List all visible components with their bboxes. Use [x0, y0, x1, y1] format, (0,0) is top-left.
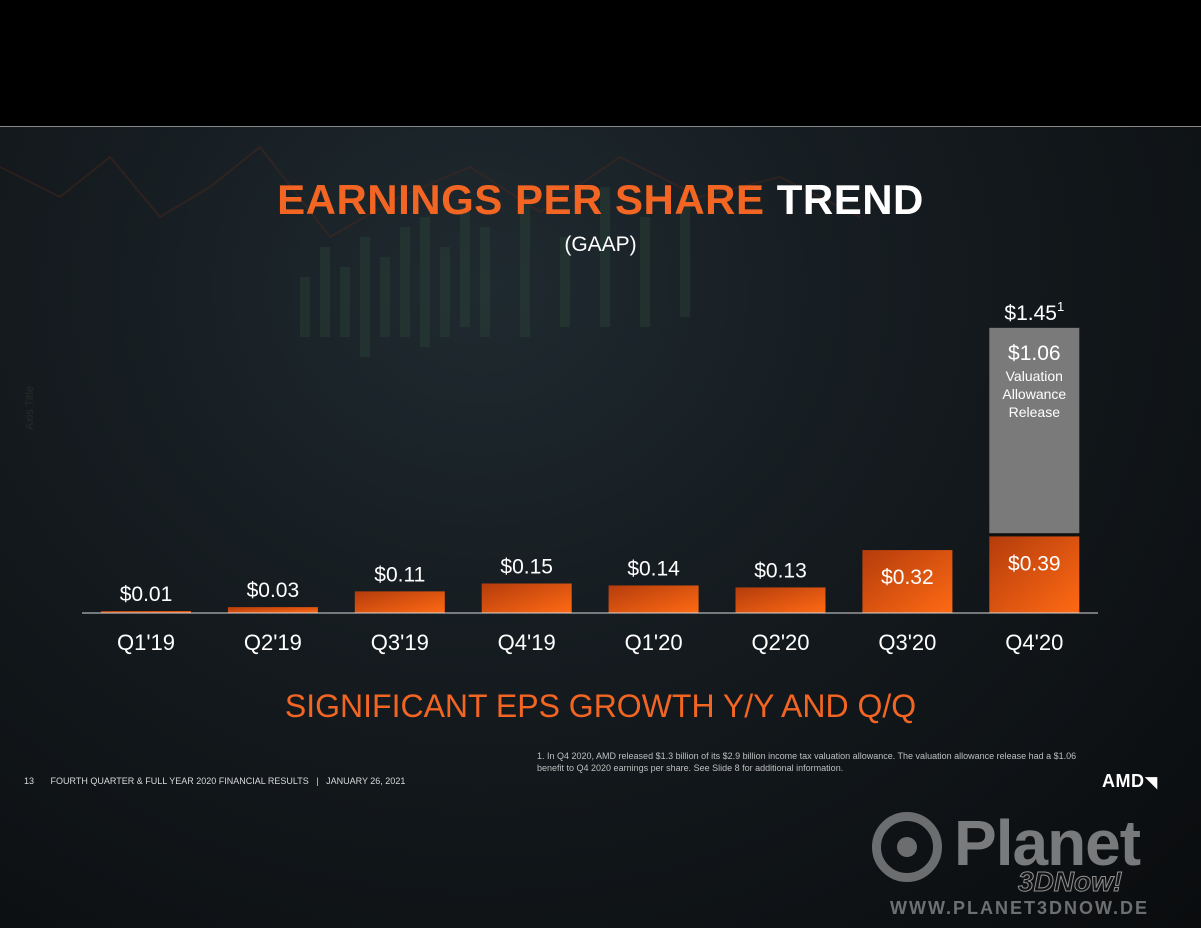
watermark-sub: 3DNow! [1017, 866, 1123, 898]
amd-logo-text: AMD [1102, 771, 1145, 791]
bar-value-label: $0.32 [881, 566, 934, 589]
footnote: 1. In Q4 2020, AMD released $1.3 billion… [537, 751, 1077, 773]
chart-title: EARNINGS PER SHARE TREND [0, 176, 1201, 224]
header-divider [0, 126, 1201, 127]
bar-Q1'20 [608, 585, 699, 613]
category-tick-label: Q1'19 [117, 630, 175, 655]
bar-value-label: $0.01 [120, 583, 173, 606]
bar-value-label: $0.11 [374, 563, 425, 586]
background-stock-chart-decoration [0, 145, 861, 357]
category-tick-label: Q3'19 [371, 630, 429, 655]
category-tick-label: Q2'20 [751, 630, 809, 655]
bar-value-label: $0.13 [754, 559, 807, 582]
category-tick-label: Q4'20 [1005, 630, 1063, 655]
planet-logo-icon [872, 812, 942, 882]
bar-value-label: $0.39 [1008, 552, 1061, 575]
bar-value-label: $0.15 [500, 556, 553, 579]
bar-Q4'20 [989, 536, 1080, 613]
footnote-marker: 1 [1057, 299, 1064, 314]
title-rest: TREND [776, 176, 924, 223]
title-accent: EARNINGS PER SHARE [277, 176, 765, 223]
amd-arrow-icon: ◥ [1145, 774, 1158, 791]
bar-value-label: $0.03 [247, 579, 300, 602]
slide-number: 13 [24, 776, 35, 786]
total-value-label: $1.451 [1004, 299, 1064, 325]
stack-description-label: Valuation [1006, 368, 1063, 384]
tagline: SIGNIFICANT EPS GROWTH Y/Y AND Q/Q [284, 688, 917, 724]
watermark: Planet 3DNow! WWW.PLANET3DNOW.DE [868, 806, 1198, 924]
bar-Q3'20 [862, 550, 953, 613]
bar-Q2'19 [227, 607, 318, 613]
bar-Q1'19 [101, 611, 191, 613]
chart-subtitle: (GAAP) [564, 233, 637, 256]
top-band [0, 0, 1201, 126]
watermark-url: WWW.PLANET3DNOW.DE [890, 898, 1149, 918]
footer: 13 FOURTH QUARTER & FULL YEAR 2020 FINAN… [24, 776, 405, 786]
watermark-name: Planet [954, 807, 1141, 879]
stack-description-label: Allowance [1002, 386, 1066, 402]
bar-value-label: $0.14 [627, 557, 680, 580]
stack-segment-Q4'20 [989, 327, 1080, 534]
footer-text: FOURTH QUARTER & FULL YEAR 2020 FINANCIA… [50, 776, 406, 786]
category-tick-label: Q4'19 [498, 630, 556, 655]
bar-Q3'19 [354, 591, 445, 613]
stack-description-label: Release [1009, 404, 1061, 420]
bar-Q2'20 [735, 587, 826, 613]
stack-value-label: $1.06 [1008, 342, 1061, 365]
bar-Q4'19 [481, 583, 572, 613]
stack-divider [989, 533, 1080, 537]
category-tick-label: Q2'19 [244, 630, 302, 655]
category-tick-label: Q1'20 [625, 630, 683, 655]
category-tick-label: Q3'20 [878, 630, 936, 655]
amd-logo: AMD◥ [1102, 771, 1158, 792]
